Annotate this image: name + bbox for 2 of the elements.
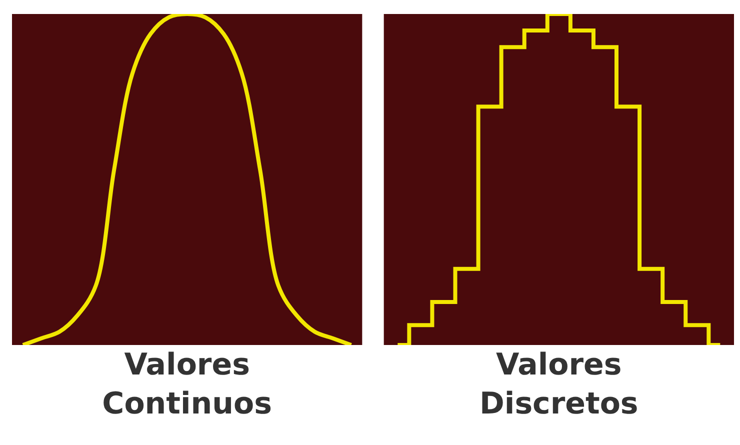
x-axis-title: Valores Continuos xyxy=(102,348,272,422)
x-axis-title: Valores Discretos xyxy=(480,348,638,422)
